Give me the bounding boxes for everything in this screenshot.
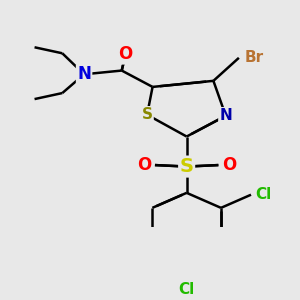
Text: O: O <box>118 45 133 63</box>
Text: Cl: Cl <box>178 282 195 297</box>
Text: Cl: Cl <box>255 187 271 202</box>
Text: S: S <box>180 157 194 176</box>
Text: Br: Br <box>245 50 264 65</box>
Text: O: O <box>222 156 237 174</box>
Text: N: N <box>219 108 232 123</box>
Text: N: N <box>77 65 91 83</box>
Text: S: S <box>142 107 153 122</box>
Text: O: O <box>137 156 151 174</box>
